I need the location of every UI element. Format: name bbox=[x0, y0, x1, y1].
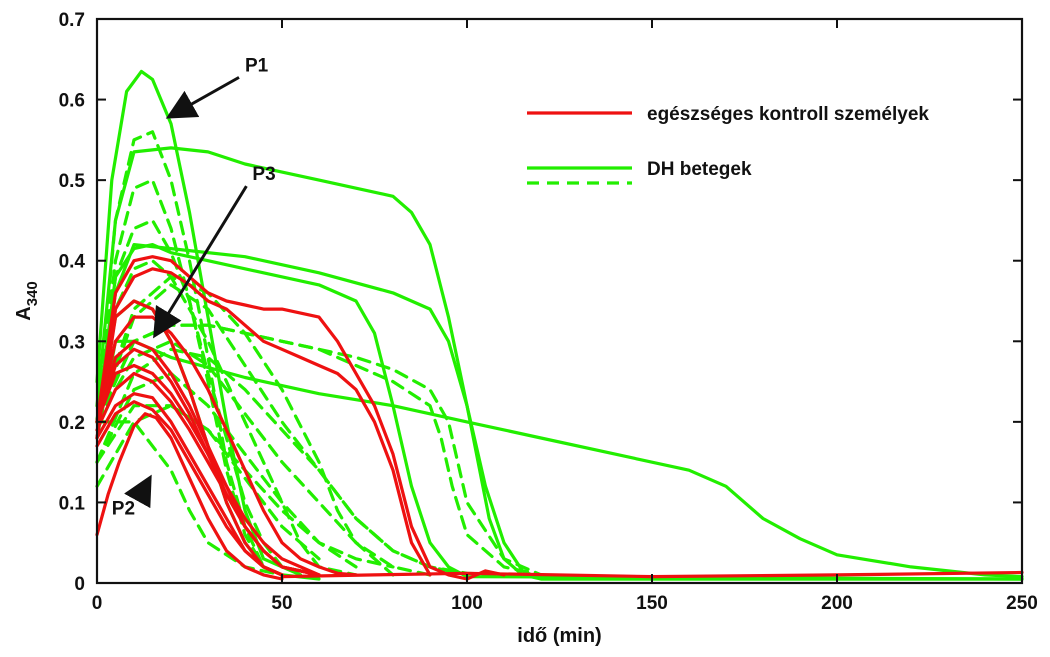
y-tick-label: 0.2 bbox=[59, 413, 85, 434]
control-series-line bbox=[95, 412, 284, 581]
patient-series-line bbox=[95, 69, 303, 577]
control-series-line bbox=[280, 570, 1024, 579]
control-series-line bbox=[95, 400, 284, 577]
x-tick-label: 250 bbox=[1006, 593, 1038, 614]
control-series-line bbox=[95, 315, 358, 577]
legend-label: DH betegek bbox=[647, 159, 752, 180]
patient-series-line bbox=[95, 130, 284, 577]
y-tick-label: 0.5 bbox=[59, 171, 86, 192]
annotation-arrow bbox=[153, 185, 248, 339]
legend-label: egészséges kontroll személyek bbox=[647, 104, 929, 125]
patient-series-line bbox=[95, 323, 543, 577]
patient-series-line bbox=[95, 323, 543, 577]
patient-series-line bbox=[95, 243, 1024, 581]
series-layer bbox=[95, 69, 1024, 581]
x-tick-label: 50 bbox=[271, 593, 292, 614]
control-series-line bbox=[95, 299, 284, 577]
x-tick-label: 0 bbox=[92, 593, 103, 614]
legend: egészséges kontroll személyek DH betegek bbox=[527, 104, 929, 185]
control-series-line bbox=[95, 255, 506, 581]
annotation-arrow bbox=[165, 76, 240, 119]
annotation-label: P2 bbox=[112, 499, 135, 520]
annotation-label: P3 bbox=[252, 164, 275, 185]
x-tick-label: 100 bbox=[451, 593, 483, 614]
y-tick-label: 0 bbox=[74, 574, 85, 595]
y-axis-label: A340 bbox=[13, 281, 41, 320]
y-axis-label-main: A bbox=[13, 306, 35, 320]
annotation-arrow bbox=[124, 474, 152, 509]
annotations: P1 P3 P2 bbox=[112, 55, 276, 519]
control-series-line bbox=[95, 363, 321, 577]
y-tick-label: 0.6 bbox=[59, 91, 85, 112]
control-series-line bbox=[95, 339, 321, 577]
patient-series-line bbox=[95, 275, 395, 577]
plot-frame bbox=[95, 17, 1024, 585]
axes: 0 50 100 150 200 250 0 0.1 0.2 0.3 0.4 0.5 0.6 0.7 idő… bbox=[13, 10, 1038, 647]
y-tick-label: 0.4 bbox=[59, 252, 86, 273]
control-series-line bbox=[95, 267, 432, 577]
y-tick-label: 0.1 bbox=[59, 493, 86, 514]
y-axis-label-subscript: 340 bbox=[24, 281, 41, 306]
x-axis-label: idő (min) bbox=[517, 625, 601, 647]
x-tick-label: 200 bbox=[821, 593, 853, 614]
patient-series-line bbox=[95, 243, 1024, 581]
patient-series-line bbox=[95, 146, 1024, 581]
x-tick-label: 150 bbox=[636, 593, 668, 614]
y-tick-label: 0.7 bbox=[59, 10, 85, 31]
patient-series-line bbox=[95, 339, 432, 577]
y-tick-label: 0.3 bbox=[59, 332, 85, 353]
annotation-label: P1 bbox=[245, 55, 269, 76]
